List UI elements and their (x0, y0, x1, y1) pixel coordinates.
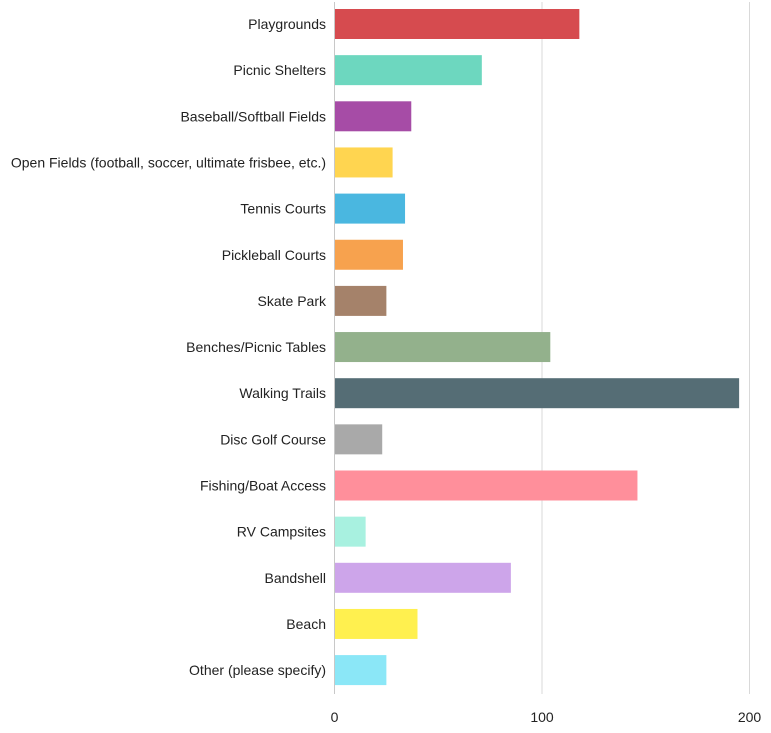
category-label-other-please-specify: Other (please specify) (189, 662, 326, 678)
category-label-beach: Beach (286, 616, 326, 632)
x-tick-layer: 0 100 200 (331, 709, 762, 725)
category-label-layer: Playgrounds Picnic Shelters Baseball/Softb… (11, 16, 327, 678)
category-label-rv-campsites: RV Campsites (237, 524, 326, 540)
category-label-open-fields-football-soccer-ultimate-frisbee-etc: Open Fields (football, soccer, ultimate … (11, 154, 326, 170)
bar-rv-campsites (334, 516, 366, 547)
bar-walking-trails (334, 378, 740, 409)
bar-bandshell (334, 562, 511, 593)
category-label-bandshell: Bandshell (265, 570, 327, 586)
bar-baseball-softball-fields (334, 101, 412, 132)
bar-disc-golf-course (334, 424, 383, 455)
category-label-fishing-boat-access: Fishing/Boat Access (200, 478, 326, 494)
category-label-pickleball-courts: Pickleball Courts (222, 247, 326, 263)
bar-open-fields-football-soccer-ultimate-frisbee-etc (334, 147, 393, 178)
category-label-disc-golf-course: Disc Golf Course (220, 431, 326, 447)
bar-benches-picnic-tables (334, 332, 551, 363)
category-label-picnic-shelters: Picnic Shelters (233, 62, 326, 78)
category-label-baseball-softball-fields: Baseball/Softball Fields (180, 108, 326, 124)
category-label-tennis-courts: Tennis Courts (240, 201, 326, 217)
category-label-playgrounds: Playgrounds (248, 16, 326, 32)
bar-playgrounds (334, 9, 580, 39)
grid-layer (541, 2, 750, 694)
category-label-walking-trails: Walking Trails (239, 385, 326, 401)
bar-other-please-specify (334, 655, 387, 686)
category-label-skate-park: Skate Park (258, 293, 327, 309)
bar-layer (334, 9, 740, 686)
x-tick-label-100: 100 (530, 709, 554, 725)
x-tick-label-200: 200 (738, 709, 762, 725)
bar-pickleball-courts (334, 239, 403, 270)
bar-tennis-courts (334, 193, 406, 224)
bar-skate-park (334, 285, 387, 316)
bar-picnic-shelters (334, 55, 482, 86)
bar-fishing-boat-access (334, 470, 638, 501)
x-tick-label-0: 0 (331, 709, 339, 725)
category-label-benches-picnic-tables: Benches/Picnic Tables (186, 339, 326, 355)
bar-beach (334, 608, 418, 639)
